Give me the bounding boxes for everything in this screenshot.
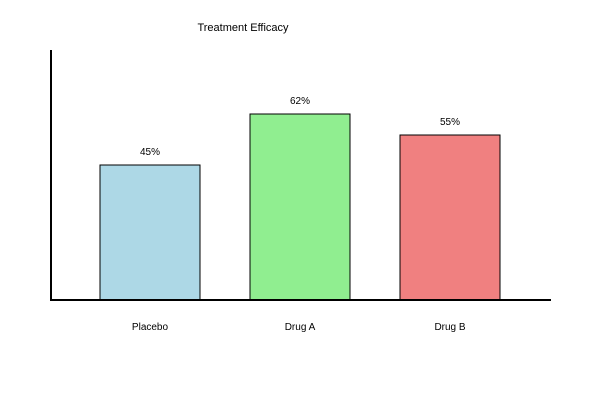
value-label-drug-b: 55% xyxy=(440,117,460,128)
value-label-drug-a: 62% xyxy=(290,96,310,107)
category-label-drug-a: Drug A xyxy=(285,322,316,333)
bar-drug-a xyxy=(249,113,351,301)
bars-layer xyxy=(99,113,501,301)
bar-placebo xyxy=(99,164,201,301)
value-label-placebo: 45% xyxy=(140,147,160,158)
category-label-placebo: Placebo xyxy=(132,322,169,333)
category-labels-layer: Placebo Drug A Drug B xyxy=(132,322,466,333)
value-labels-layer: 45% 62% 55% xyxy=(140,96,460,158)
bar-drug-b xyxy=(399,134,501,301)
category-label-drug-b: Drug B xyxy=(434,322,465,333)
chart-title: Treatment Efficacy xyxy=(197,22,289,34)
